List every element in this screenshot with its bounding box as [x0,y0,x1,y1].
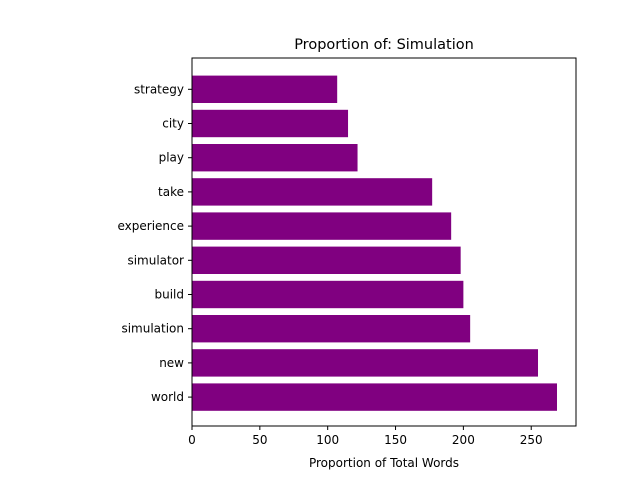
plot-frame [191,57,577,427]
x-tick-label: 100 [316,433,339,447]
y-tick-label: simulation [121,322,184,336]
bar-experience [192,212,452,240]
chart-title: Proportion of: Simulation [294,37,474,53]
y-axis-ticks: world new simulation build simulator experien… [117,82,192,404]
y-tick-label: play [159,151,184,165]
bar-build [192,280,464,309]
y-tick-label: city [162,117,184,131]
x-axis-label: Proportion of Total Words [309,456,459,470]
y-tick-label: new [159,356,184,370]
y-tick-label: experience [117,219,184,233]
x-tick-label: 150 [384,433,407,447]
bar-new [192,349,539,377]
x-tick-label: 250 [520,433,543,447]
bar-take [192,178,433,206]
bar-world [192,383,558,411]
y-tick-label: build [154,288,184,302]
bar-strategy [192,75,338,103]
x-axis-ticks: 0 50 100 150 200 250 [188,426,543,447]
y-tick-label: take [158,185,184,199]
bar-simulator [192,246,461,274]
bar-play [192,144,358,172]
y-tick-label: strategy [134,82,184,96]
y-tick-label: world [151,390,184,404]
bar-city [192,109,349,138]
x-tick-label: 200 [452,433,475,447]
x-tick-label: 0 [188,433,196,447]
y-tick-label: simulator [127,253,184,267]
x-tick-label: 50 [252,433,267,447]
bar-simulation [192,315,471,343]
bars-group [192,75,558,411]
